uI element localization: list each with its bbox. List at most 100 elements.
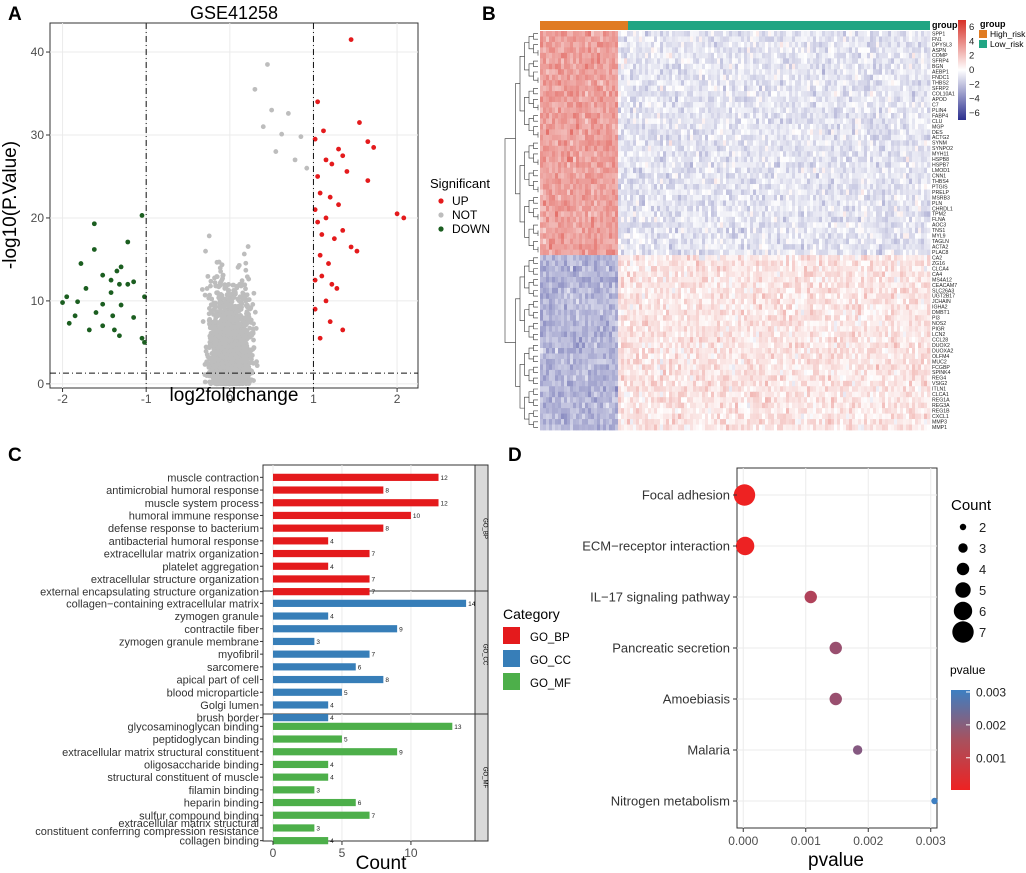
heatmap-cell — [753, 91, 757, 97]
heatmap-cell — [603, 58, 607, 65]
volcano-y-tick-label: 10 — [31, 294, 45, 308]
heatmap-cell — [621, 58, 625, 65]
heatmap-cell — [591, 36, 595, 43]
heatmap-cell — [756, 36, 760, 43]
heatmap-cell — [579, 107, 583, 114]
heatmap-cell — [873, 112, 877, 119]
heatmap-cell — [834, 36, 838, 43]
heatmap-cell — [552, 107, 556, 114]
heatmap-cell — [837, 112, 841, 119]
not-point — [223, 379, 229, 384]
heatmap-cell — [705, 52, 709, 59]
heatmap-cell — [708, 63, 712, 70]
heatmap-cell — [918, 102, 922, 108]
heatmap-cell — [783, 91, 787, 97]
heatmap-cell — [657, 107, 661, 114]
heatmap-cell — [861, 102, 865, 108]
heatmap-cell — [807, 107, 811, 114]
heatmap-cell — [822, 58, 826, 65]
heatmap-cell — [810, 36, 814, 43]
heatmap-cell — [684, 96, 688, 103]
heatmap-cell — [765, 112, 769, 119]
heatmap-cell — [852, 47, 856, 54]
heatmap-cell — [888, 74, 892, 81]
heatmap-cell — [921, 47, 925, 54]
heatmap-cell — [657, 85, 661, 92]
heatmap-cell — [738, 118, 742, 125]
heatmap-cell — [876, 107, 880, 114]
heatmap-cell — [759, 36, 763, 43]
heatmap-cell — [570, 91, 574, 97]
heatmap-cell — [729, 91, 733, 97]
heatmap-cell — [894, 74, 898, 81]
heatmap-cell — [924, 47, 928, 54]
heatmap-cell — [750, 41, 754, 48]
heatmap-cell — [801, 85, 805, 92]
heatmap-cell — [813, 112, 817, 119]
heatmap-cell — [909, 47, 913, 54]
heatmap-cell — [786, 96, 790, 103]
heatmap-cell — [756, 91, 760, 97]
heatmap-cell — [921, 69, 925, 76]
heatmap-cell — [855, 63, 859, 70]
heatmap-cell — [927, 58, 931, 65]
heatmap-cell — [744, 63, 748, 70]
heatmap-cell — [555, 96, 559, 103]
heatmap-cell — [573, 52, 577, 59]
heatmap-cell — [681, 85, 685, 92]
not-point — [236, 335, 241, 340]
heatmap-cell — [855, 31, 859, 37]
heatmap-cell — [825, 47, 829, 54]
heatmap-cell — [669, 47, 673, 54]
down-point — [100, 301, 106, 307]
not-point — [240, 290, 246, 296]
heatmap-cell — [543, 118, 547, 125]
heatmap-cell — [876, 102, 880, 108]
heatmap-cell — [741, 31, 745, 37]
heatmap-cell — [684, 118, 688, 125]
heatmap-cell — [789, 58, 793, 65]
heatmap-cell — [921, 80, 925, 87]
heatmap-cell — [717, 112, 721, 119]
heatmap-cell — [837, 91, 841, 97]
heatmap-cell — [636, 96, 640, 103]
heatmap-cell — [594, 63, 598, 70]
heatmap-cell — [594, 41, 598, 48]
not-point — [205, 273, 211, 279]
heatmap-cell — [882, 96, 886, 103]
heatmap-cell — [669, 74, 673, 81]
heatmap-cell — [741, 36, 745, 43]
heatmap-cell — [654, 74, 658, 81]
heatmap-cell — [588, 52, 592, 59]
heatmap-cell — [888, 80, 892, 87]
heatmap-cell — [876, 47, 880, 54]
heatmap-cell — [891, 80, 895, 87]
heatmap-cell — [780, 96, 784, 103]
heatmap-cell — [723, 80, 727, 87]
heatmap-cell — [585, 31, 589, 37]
heatmap-cell — [564, 118, 568, 125]
heatmap-cell — [900, 63, 904, 70]
heatmap-cell — [732, 85, 736, 92]
volcano-y-tick-label: 20 — [31, 211, 45, 225]
heatmap-cell — [726, 36, 730, 43]
heatmap-cell — [684, 52, 688, 59]
heatmap-cell — [579, 41, 583, 48]
heatmap-cell — [624, 47, 628, 54]
heatmap-cell — [786, 112, 790, 119]
heatmap-cell — [711, 47, 715, 54]
heatmap-cell — [615, 47, 619, 54]
not-point — [243, 354, 249, 359]
heatmap-cell — [753, 47, 757, 54]
heatmap-cell — [846, 47, 850, 54]
heatmap-cell — [918, 91, 922, 97]
heatmap-cell — [573, 118, 577, 125]
heatmap-cell — [564, 85, 568, 92]
heatmap-cell — [678, 118, 682, 125]
heatmap-cell — [735, 96, 739, 103]
heatmap-cell — [540, 47, 544, 54]
heatmap-cell — [897, 63, 901, 70]
heatmap-cell — [810, 31, 814, 37]
heatmap-cell — [561, 85, 565, 92]
heatmap-cell — [546, 69, 550, 76]
